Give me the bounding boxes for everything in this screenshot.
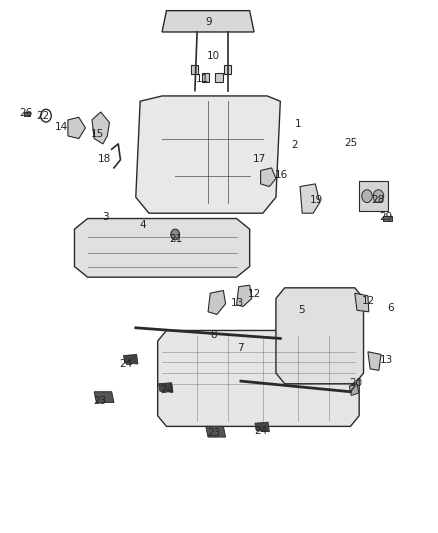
Polygon shape	[94, 392, 114, 402]
Text: 24: 24	[120, 359, 133, 368]
Text: 16: 16	[275, 170, 288, 180]
Text: 13: 13	[231, 298, 244, 308]
Polygon shape	[162, 11, 254, 32]
Text: 14: 14	[55, 122, 68, 132]
Circle shape	[171, 229, 180, 240]
Text: 23: 23	[93, 396, 106, 406]
Text: 6: 6	[387, 303, 394, 313]
Bar	[383, 216, 392, 221]
Text: 12: 12	[247, 289, 261, 299]
Text: 20: 20	[349, 378, 362, 387]
Text: 28: 28	[371, 195, 384, 205]
Text: 7: 7	[237, 343, 244, 352]
Polygon shape	[276, 288, 364, 384]
Text: 13: 13	[380, 355, 393, 365]
Bar	[215, 73, 223, 82]
Text: 26: 26	[20, 108, 33, 118]
Text: 1: 1	[294, 119, 301, 128]
Text: 10: 10	[207, 51, 220, 61]
Text: 12: 12	[362, 296, 375, 306]
Bar	[359, 181, 388, 211]
Text: 17: 17	[253, 154, 266, 164]
Polygon shape	[355, 293, 369, 312]
Polygon shape	[208, 290, 226, 314]
Text: 18: 18	[98, 154, 111, 164]
Text: 24: 24	[160, 385, 173, 395]
Text: 24: 24	[254, 426, 267, 435]
Bar	[191, 65, 198, 74]
Text: 29: 29	[380, 213, 393, 222]
Bar	[349, 384, 359, 395]
Text: 19: 19	[310, 195, 323, 205]
Polygon shape	[255, 422, 269, 432]
Polygon shape	[261, 168, 276, 187]
Text: 9: 9	[205, 18, 212, 27]
Polygon shape	[124, 354, 138, 364]
Text: 11: 11	[196, 74, 209, 84]
Polygon shape	[237, 285, 252, 306]
Polygon shape	[206, 426, 226, 437]
Polygon shape	[92, 112, 110, 144]
Polygon shape	[74, 219, 250, 277]
Polygon shape	[136, 96, 280, 213]
Text: 15: 15	[91, 130, 104, 139]
Text: 5: 5	[298, 305, 305, 315]
Text: 3: 3	[102, 212, 109, 222]
Polygon shape	[368, 352, 381, 370]
Text: 25: 25	[345, 138, 358, 148]
Polygon shape	[68, 117, 85, 139]
Text: 8: 8	[210, 330, 217, 340]
Text: 21: 21	[170, 234, 183, 244]
Circle shape	[373, 190, 384, 203]
Text: 23: 23	[207, 428, 220, 438]
Bar	[202, 73, 209, 82]
Text: 22: 22	[36, 111, 49, 121]
Bar	[24, 112, 30, 116]
Bar	[224, 65, 231, 74]
Polygon shape	[300, 184, 320, 213]
Circle shape	[362, 190, 372, 203]
Text: 2: 2	[291, 140, 298, 150]
Polygon shape	[158, 330, 359, 426]
Polygon shape	[159, 383, 173, 392]
Text: 4: 4	[139, 220, 146, 230]
